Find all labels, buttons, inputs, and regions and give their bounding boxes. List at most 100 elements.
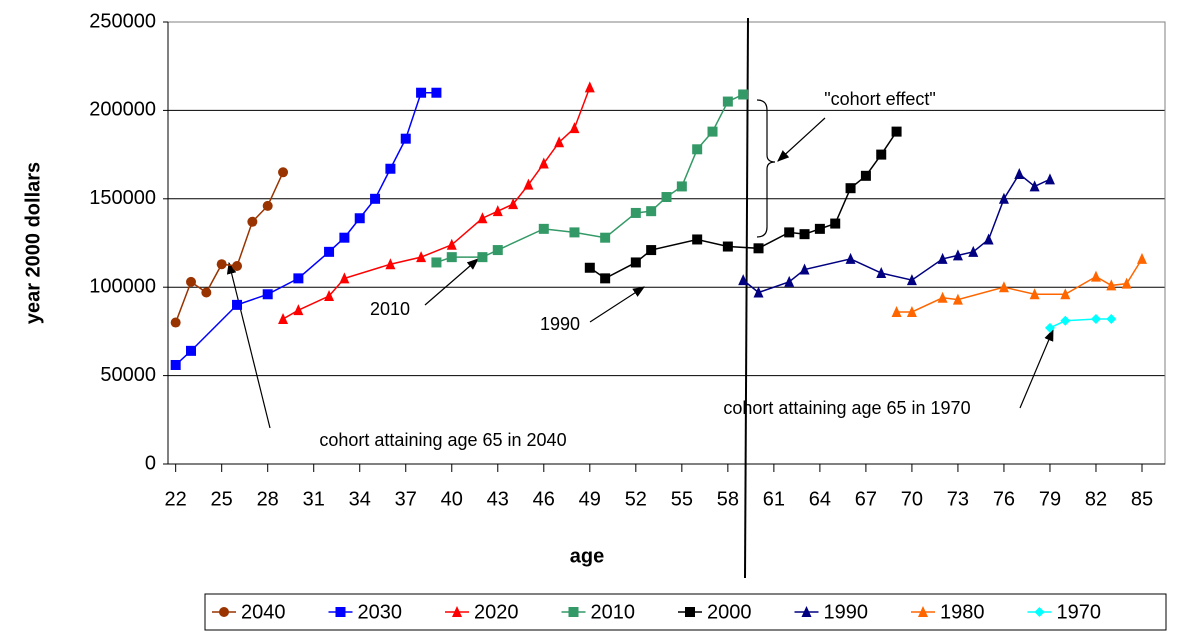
marker xyxy=(845,252,856,264)
marker xyxy=(998,192,1009,204)
marker xyxy=(416,251,427,263)
arrow xyxy=(226,261,271,429)
marker xyxy=(738,274,749,286)
marker xyxy=(492,245,503,256)
y-tick-label: 150000 xyxy=(89,187,156,209)
marker xyxy=(370,193,381,204)
marker xyxy=(830,218,841,229)
marker xyxy=(1029,288,1040,300)
annotation: 2010 xyxy=(370,299,410,319)
x-tick-label: 25 xyxy=(211,488,233,510)
legend-label: 2010 xyxy=(591,601,636,623)
marker xyxy=(1106,279,1117,291)
marker xyxy=(676,181,687,192)
marker xyxy=(952,293,963,305)
marker xyxy=(324,246,335,257)
grid xyxy=(168,21,1165,465)
arrow xyxy=(424,258,479,306)
marker xyxy=(722,96,733,107)
x-tick-label: 34 xyxy=(349,488,371,510)
marker xyxy=(416,87,427,98)
x-axis-label: age xyxy=(570,545,604,567)
marker xyxy=(876,149,887,160)
marker xyxy=(998,281,1009,293)
series-line xyxy=(175,91,437,366)
marker xyxy=(201,287,212,298)
x-tick-label: 79 xyxy=(1039,488,1061,510)
marker xyxy=(293,273,304,284)
x-tick-label: 82 xyxy=(1085,488,1107,510)
legend-label: 2020 xyxy=(474,601,519,623)
marker xyxy=(600,232,611,243)
marker xyxy=(891,126,902,137)
marker xyxy=(219,607,229,617)
x-tick-label: 46 xyxy=(533,488,555,510)
marker xyxy=(452,606,462,617)
marker xyxy=(568,607,579,617)
marker xyxy=(799,263,810,275)
marker xyxy=(339,272,350,284)
x-tick-label: 55 xyxy=(671,488,693,510)
marker xyxy=(1090,270,1101,282)
marker xyxy=(1044,322,1055,333)
marker xyxy=(784,227,795,238)
legend-label: 1990 xyxy=(824,601,869,623)
x-tick-label: 76 xyxy=(993,488,1015,510)
marker xyxy=(538,223,549,234)
marker xyxy=(170,317,181,328)
marker xyxy=(278,313,289,325)
marker xyxy=(569,122,580,134)
marker xyxy=(876,267,887,279)
marker xyxy=(1060,315,1071,326)
marker xyxy=(937,252,948,264)
marker xyxy=(293,304,304,316)
marker xyxy=(1136,252,1147,264)
marker xyxy=(906,274,917,286)
series-group xyxy=(170,81,1147,370)
marker xyxy=(431,257,442,268)
y-tick-label: 0 xyxy=(145,452,156,474)
marker xyxy=(738,89,749,100)
marker xyxy=(446,238,457,250)
divider-line xyxy=(744,17,749,579)
legend-label: 2030 xyxy=(358,601,403,623)
marker xyxy=(186,345,197,356)
x-tick-label: 58 xyxy=(717,488,739,510)
marker xyxy=(170,359,181,370)
marker xyxy=(801,606,812,617)
marker xyxy=(983,233,994,245)
marker xyxy=(707,126,718,137)
marker xyxy=(646,245,657,256)
x-tick-label: 37 xyxy=(395,488,417,510)
marker xyxy=(247,216,258,227)
marker xyxy=(630,207,641,218)
annotation: cohort attaining age 65 in 2040 xyxy=(319,430,566,450)
marker xyxy=(692,234,703,245)
marker xyxy=(335,607,346,617)
annotation: "cohort effect" xyxy=(824,89,936,109)
marker xyxy=(952,249,963,261)
marker xyxy=(661,192,672,203)
x-tick-label: 49 xyxy=(579,488,601,510)
marker xyxy=(216,259,227,270)
legend-label: 2040 xyxy=(241,601,286,623)
x-tick-label: 22 xyxy=(165,488,187,510)
marker xyxy=(753,243,764,254)
marker xyxy=(232,260,243,271)
marker xyxy=(630,257,641,268)
marker xyxy=(646,206,657,217)
marker xyxy=(584,81,595,93)
x-tick-label: 70 xyxy=(901,488,923,510)
x-tick-label: 61 xyxy=(763,488,785,510)
marker xyxy=(554,136,565,148)
marker xyxy=(722,241,733,252)
y-tick-label: 50000 xyxy=(100,364,156,386)
marker xyxy=(753,286,764,298)
series-line xyxy=(174,171,284,323)
marker xyxy=(799,229,810,240)
marker xyxy=(477,212,488,224)
marker xyxy=(891,305,902,317)
legend-label: 1980 xyxy=(940,601,985,623)
marker xyxy=(1121,277,1132,289)
